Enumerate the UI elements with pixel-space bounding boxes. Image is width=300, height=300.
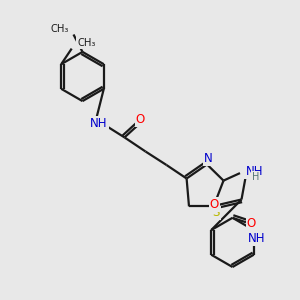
Text: O: O [210,198,219,211]
Text: H: H [252,172,260,182]
Text: CH₃: CH₃ [77,38,95,48]
Text: N: N [204,152,213,165]
Text: NH: NH [90,117,108,130]
Text: NH: NH [248,232,265,245]
Text: S: S [212,206,220,220]
Text: O: O [136,112,145,126]
Text: O: O [247,217,256,230]
Text: CH₃: CH₃ [51,24,69,34]
Text: NH: NH [245,165,263,178]
